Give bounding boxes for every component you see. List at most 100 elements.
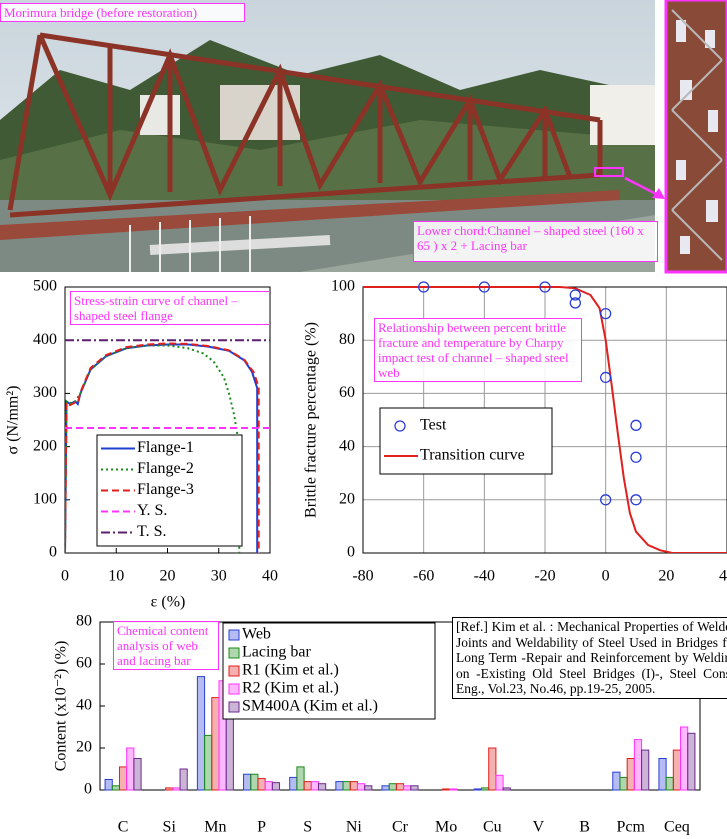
data-point [600,494,612,506]
x-tick-label: 30 [211,568,227,585]
bar [612,771,621,791]
chart-annotation: Relationship between percent brittle fra… [374,318,582,382]
y-tick-label: 300 [33,384,57,401]
x-tick-label: -20 [534,568,555,585]
y-tick-label: 0 [49,544,57,561]
bar [133,758,142,791]
bar [250,773,259,791]
photo [0,0,727,274]
bar [303,781,312,791]
y-tick-label: 200 [33,437,57,454]
y-tick-label: 0 [84,781,92,798]
data-point [569,297,581,309]
y-tick-label: 0 [347,544,355,561]
legend-swatch [228,647,240,659]
y-tick-label: 80 [339,331,355,348]
y-tick-label: 40 [76,697,92,714]
bar [473,788,483,791]
x-tick-label: 20 [658,568,674,585]
data-point [600,307,612,320]
legend-label: Test [420,417,447,434]
plot-frame [64,286,271,554]
data-point [539,281,551,293]
x-tick-label: 40 [262,568,278,585]
legend-label: SM400A (Kim et al.) [242,698,378,715]
legend-label: Flange-2 [137,460,194,477]
x-tick-label: Mn [204,819,226,836]
bar [296,766,305,791]
legend-swatch [228,665,240,677]
data-line [363,286,727,553]
legend-label: Lacing bar [242,644,312,661]
x-tick-label: Pcm [617,819,646,836]
photo-title: Morimura bridge (before restoration) [0,3,245,22]
photo-caption: Lower chord:Channel – shaped steel (160 … [413,221,658,262]
x-tick-label: Mo [435,819,457,836]
bar [317,783,327,791]
x-tick-label: -60 [413,568,434,585]
y-axis-title: Brittle fracture percentage (%) [303,322,320,518]
bar [680,726,689,791]
data-point [630,451,642,463]
x-tick-label: 20 [160,568,176,585]
x-tick-label: 0 [61,568,69,585]
legend-label: T. S. [137,523,166,540]
y-tick-label: 60 [339,384,355,401]
bar [619,776,628,791]
bar [196,676,206,791]
x-tick-label: 40 [719,568,727,585]
data-point [569,289,581,301]
data-line [65,342,260,553]
bar [335,781,344,791]
bar [165,787,174,791]
legend-swatch [228,629,240,641]
x-tick-label: 10 [108,568,124,585]
data-point [630,494,642,506]
bar [626,758,635,791]
y-tick-label: 60 [76,655,92,672]
x-tick-label: V [533,819,545,836]
legend-swatch [228,683,240,695]
legend-swatch [228,701,240,713]
bar [243,773,252,791]
legend-box [222,622,436,720]
bar [264,781,273,791]
y-tick-label: 100 [331,278,355,295]
x-tick-label: Ni [346,819,363,836]
bar [204,734,213,791]
legend-label: Flange-3 [137,481,194,498]
bar [502,787,511,791]
y-tick-label: 20 [76,739,92,756]
bar [442,788,451,791]
bar [641,749,650,791]
bar [381,785,390,791]
bar [271,782,281,791]
legend-box [96,434,243,547]
data-point [600,371,612,384]
y-tick-label: 40 [339,437,355,454]
bar [111,785,120,791]
chart-annotation: Chemical content analysis of web and lac… [113,621,219,670]
x-tick-label: Si [163,819,177,836]
reference-note: [Ref.] Kim et al. : Mechanical Propertie… [452,617,727,699]
y-tick-label: 80 [76,613,92,630]
bar [342,781,351,791]
bar [257,777,266,791]
bar [356,783,366,791]
x-tick-label: -40 [474,568,495,585]
bar [633,739,643,791]
bar [289,776,298,791]
y-tick-label: 400 [33,331,57,348]
data-point [478,281,490,293]
x-tick-label: S [303,819,312,836]
bar [403,785,412,791]
x-tick-label: P [257,819,266,836]
bar [118,766,128,791]
bar [495,774,504,791]
legend-label: R1 (Kim et al.) [242,662,339,679]
bar [349,781,358,791]
bar [104,779,113,791]
bar [672,749,682,791]
